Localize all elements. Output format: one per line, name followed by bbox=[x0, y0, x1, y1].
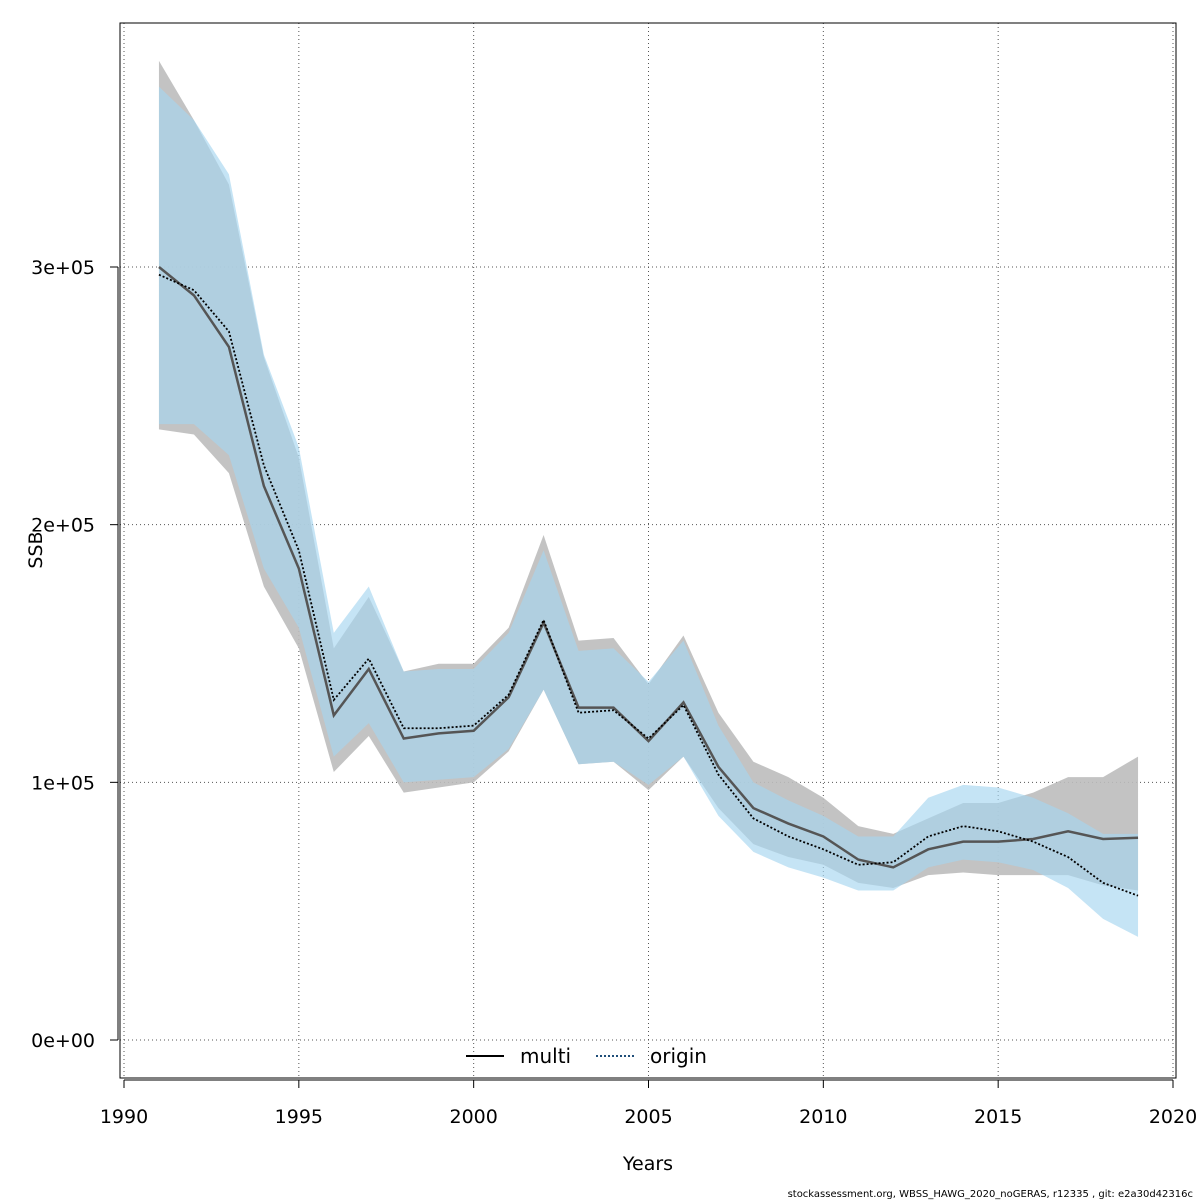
confidence-bands bbox=[158, 60, 1139, 937]
plot-frame bbox=[119, 22, 1177, 1079]
y-axis-title: SSB bbox=[25, 531, 47, 568]
legend-label-multi: multi bbox=[520, 1044, 571, 1068]
x-tick-label-1995: 1995 bbox=[275, 1106, 323, 1128]
y-tick-label-1e+05: 1e+05 bbox=[31, 772, 95, 794]
x-tick-label-2000: 2000 bbox=[449, 1106, 497, 1128]
series-lines bbox=[158, 266, 1139, 897]
y-tick-label-3e+05: 3e+05 bbox=[31, 257, 95, 279]
legend: multi origin bbox=[466, 1044, 707, 1068]
x-axis-title: Years bbox=[622, 1153, 673, 1175]
x-axis: 1990 1995 2000 2005 2010 2015 2020 bbox=[100, 1079, 1197, 1128]
y-tick-label-0e+00: 0e+00 bbox=[31, 1030, 95, 1052]
x-tick-label-2015: 2015 bbox=[974, 1106, 1022, 1128]
y-axis: 0e+00 1e+05 2e+05 3e+05 bbox=[31, 257, 119, 1052]
line-multi bbox=[158, 266, 1139, 869]
footer-credit: stockassessment.org, WBSS_HAWG_2020_noGE… bbox=[788, 1189, 1193, 1200]
x-tick-label-2020: 2020 bbox=[1149, 1106, 1197, 1128]
y-tick-label-2e+05: 2e+05 bbox=[31, 515, 95, 537]
band-origin bbox=[158, 86, 1139, 937]
x-tick-label-2010: 2010 bbox=[799, 1106, 847, 1128]
x-tick-label-1990: 1990 bbox=[100, 1106, 148, 1128]
legend-label-origin: origin bbox=[650, 1044, 707, 1068]
x-tick-label-2005: 2005 bbox=[624, 1106, 672, 1128]
line-origin bbox=[158, 273, 1139, 897]
